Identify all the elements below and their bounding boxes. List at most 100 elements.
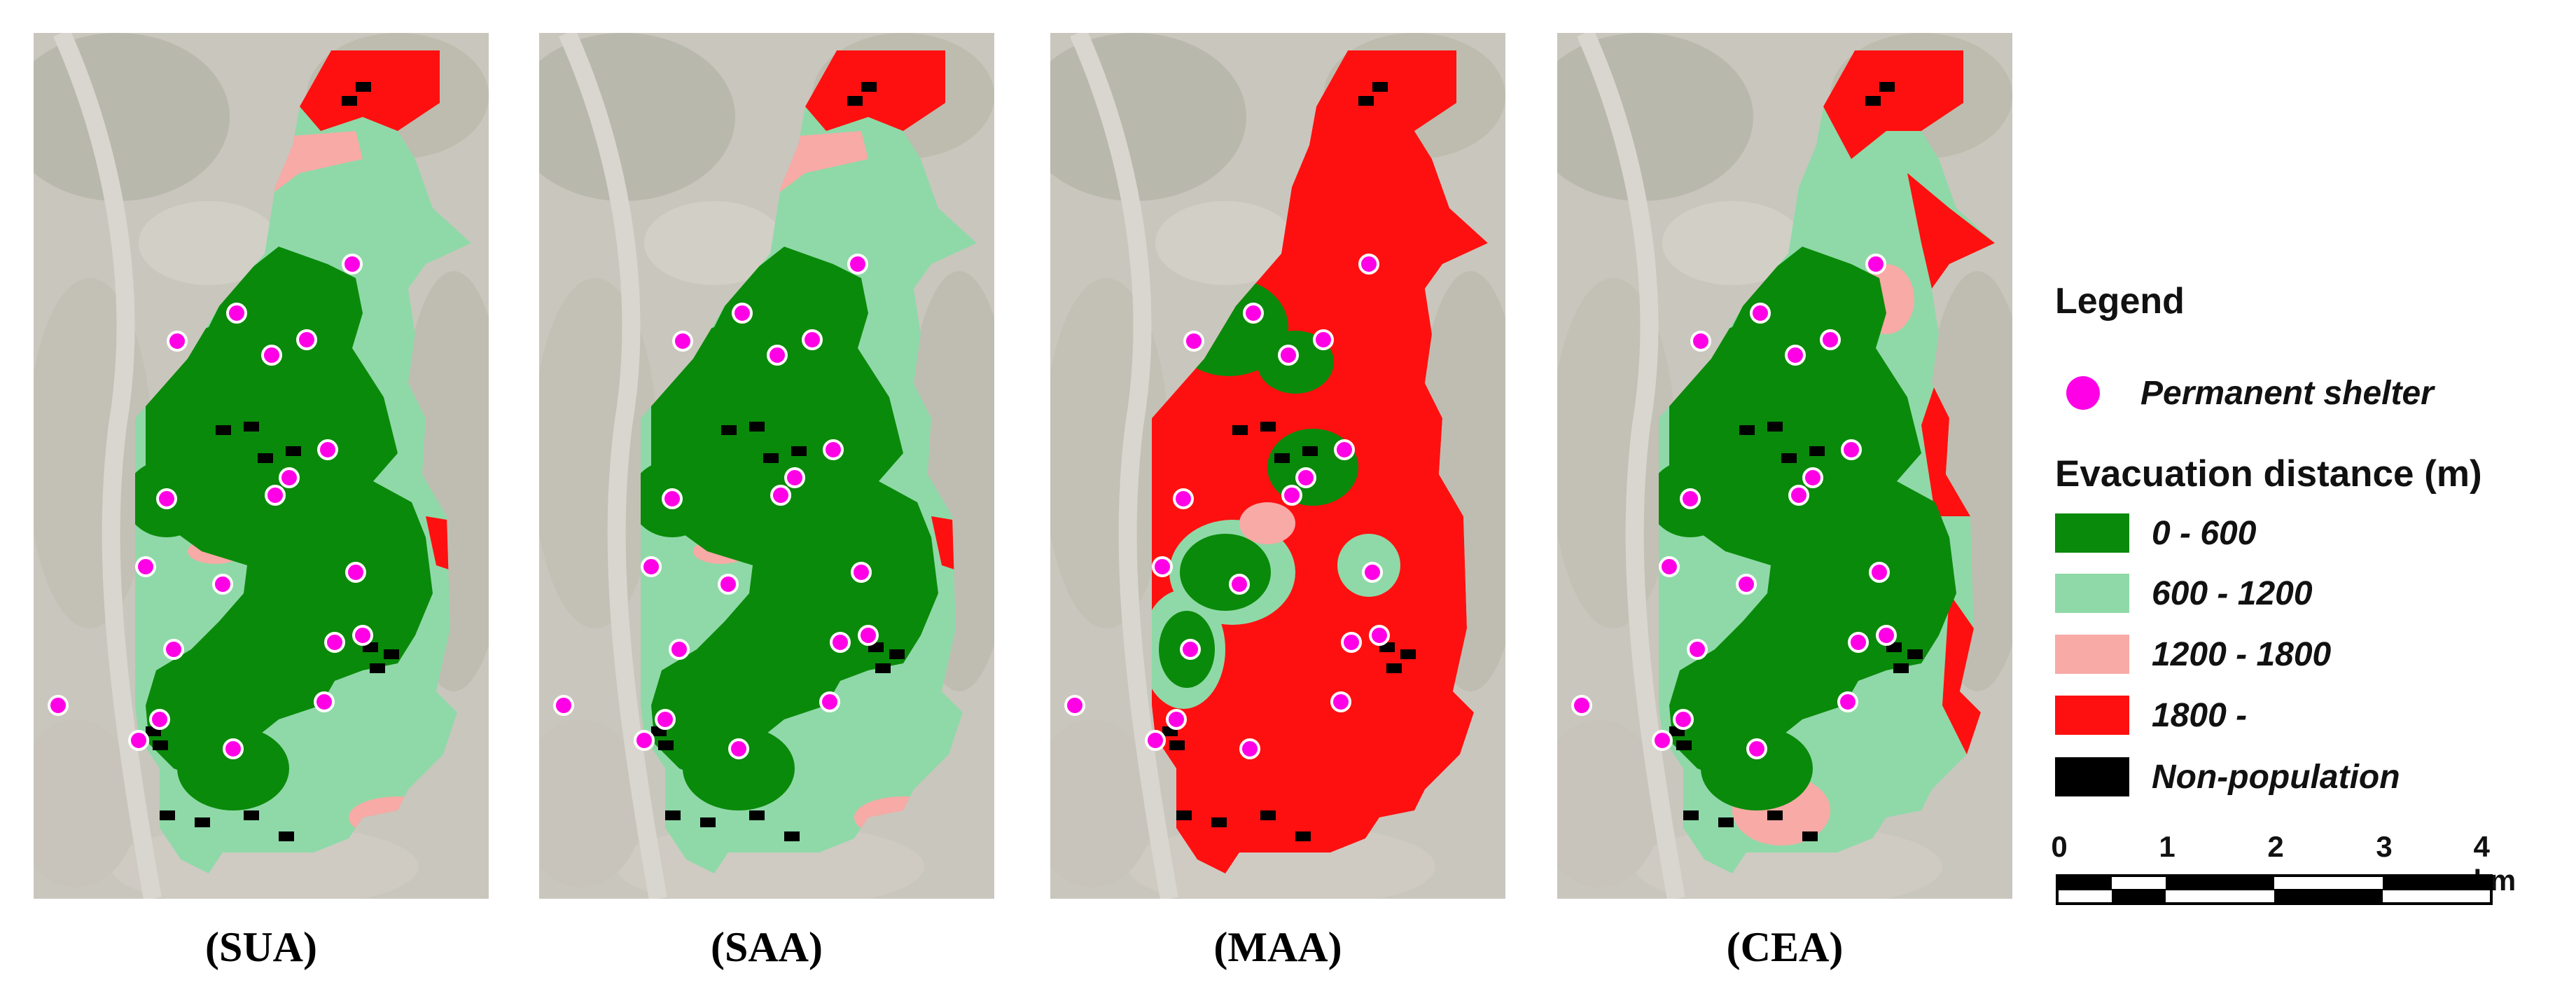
- zone-patch: [1180, 534, 1271, 611]
- shelter-marker-icon: [1243, 303, 1264, 324]
- non-population-cell: [1739, 425, 1755, 435]
- non-population-cell: [1260, 422, 1276, 432]
- shelter-marker-icon: [732, 303, 753, 324]
- shelter-marker-icon: [48, 695, 69, 716]
- evacuation-zones: [641, 50, 977, 874]
- non-population-cell: [791, 446, 807, 456]
- legend-shelter: Permanent shelter: [2055, 371, 2434, 415]
- non-population-cell: [875, 663, 891, 673]
- non-population-cell: [1302, 446, 1318, 456]
- river: [1070, 33, 1178, 899]
- shelter-marker-icon: [1876, 625, 1897, 646]
- non-population-cell: [1718, 817, 1734, 827]
- shelter-marker-icon: [1313, 329, 1334, 350]
- shelter-marker-icon: [1820, 329, 1841, 350]
- legend-swatch-4: [2055, 757, 2129, 796]
- shelter-marker-icon: [296, 329, 317, 350]
- terrain-patch: [34, 719, 139, 888]
- shelter-marker-icon: [784, 467, 805, 488]
- shelter-marker-icon: [1652, 730, 1673, 751]
- shelter-marker-icon: [1166, 709, 1187, 730]
- non-population-cell: [286, 446, 301, 456]
- non-population-cell: [1358, 96, 1374, 106]
- shelter-marker-icon: [553, 695, 574, 716]
- terrain-patch: [644, 201, 784, 285]
- shelter-marker-icon: [265, 485, 286, 506]
- zone-far: [1907, 173, 1995, 289]
- legend-shelter-label: Permanent shelter: [2140, 374, 2434, 412]
- non-population-cell: [658, 740, 674, 750]
- non-population-cell: [1767, 422, 1783, 432]
- legend-class-label-0: 0 - 600: [2152, 514, 2257, 552]
- non-population-cell: [889, 649, 905, 659]
- shelter-marker-icon: [342, 254, 363, 275]
- caption-sua: (SUA): [205, 924, 317, 970]
- zone-patch: [177, 726, 289, 810]
- shelter-marker-icon: [212, 574, 233, 595]
- legend-title: Legend: [2055, 281, 2185, 322]
- map-panel-maa: [1050, 33, 1505, 899]
- non-population-cell: [749, 422, 765, 432]
- non-population-cell: [370, 663, 385, 673]
- map-panel-saa: [539, 33, 994, 899]
- shelter-marker-icon: [767, 345, 788, 366]
- non-population-cell: [1400, 649, 1416, 659]
- non-population-cell: [1865, 96, 1881, 106]
- shelter-marker-icon: [163, 639, 184, 660]
- shelter-marker-icon: [128, 730, 149, 751]
- shelter-marker-icon: [1869, 562, 1890, 583]
- non-population-cell: [1386, 663, 1402, 673]
- shelter-marker-icon: [655, 709, 676, 730]
- shelter-marker-icon: [226, 303, 247, 324]
- shelter-marker-icon: [858, 625, 879, 646]
- shelter-marker-icon: [1865, 254, 1886, 275]
- zone-patch: [1239, 502, 1295, 544]
- legend-evacuation-title: Evacuation distance (m): [2055, 453, 2482, 495]
- shelter-marker-icon: [718, 574, 739, 595]
- zone-patch: [683, 726, 795, 810]
- non-population-cell: [1295, 831, 1311, 841]
- shelter-marker-icon: [1848, 632, 1869, 653]
- shelter-marker-icon: [847, 254, 868, 275]
- legend-class-3: 1800 -: [2055, 693, 2247, 737]
- shelter-marker-icon: [1341, 632, 1362, 653]
- non-population-cell: [1809, 446, 1825, 456]
- non-population-cell: [749, 810, 765, 820]
- non-population-cell: [665, 810, 681, 820]
- shelter-marker-icon: [1841, 439, 1862, 460]
- non-population-cell: [861, 82, 877, 92]
- zone-far: [1942, 593, 1981, 754]
- non-population-cell: [1274, 453, 1290, 463]
- non-population-cell: [244, 422, 259, 432]
- non-population-cell: [195, 817, 210, 827]
- zone-far: [1921, 383, 1970, 516]
- shelter-marker-icon: [1229, 574, 1250, 595]
- river: [1577, 33, 1685, 899]
- legend-class-label-4: Non-population: [2152, 758, 2400, 796]
- non-population-cell: [1893, 663, 1909, 673]
- terrain-patch: [539, 719, 644, 888]
- zone-patch: [1701, 726, 1813, 810]
- legend-class-0: 0 - 600: [2055, 511, 2256, 555]
- map-cea: [1557, 33, 2012, 899]
- shelter-marker-icon: [1362, 562, 1383, 583]
- non-population-cell: [784, 831, 800, 841]
- scale-tick-0: 0: [2051, 830, 2068, 863]
- shelter-marker-icon: [1687, 639, 1708, 660]
- scale-bar: 0 1 2 3 4 km: [2051, 830, 2516, 914]
- non-population-cell: [1683, 810, 1699, 820]
- shelter-marker-icon: [819, 691, 840, 712]
- terrain-patch: [1050, 719, 1155, 888]
- shelter-marker-icon: [1680, 488, 1701, 509]
- shelter-marker-icon: [1659, 556, 1680, 577]
- shelter-marker-icon: [1064, 695, 1085, 716]
- caption-saa: (SAA): [711, 924, 823, 970]
- non-population-cell: [1676, 740, 1692, 750]
- shelter-marker-icon: [135, 556, 156, 577]
- non-population-cell: [721, 425, 737, 435]
- legend-class-2: 1200 - 1800: [2055, 633, 2331, 676]
- map-saa: [539, 33, 994, 899]
- shelter-marker-icon: [223, 738, 244, 759]
- shelter-marker-icon: [1785, 345, 1806, 366]
- shelter-marker-icon: [1673, 709, 1694, 730]
